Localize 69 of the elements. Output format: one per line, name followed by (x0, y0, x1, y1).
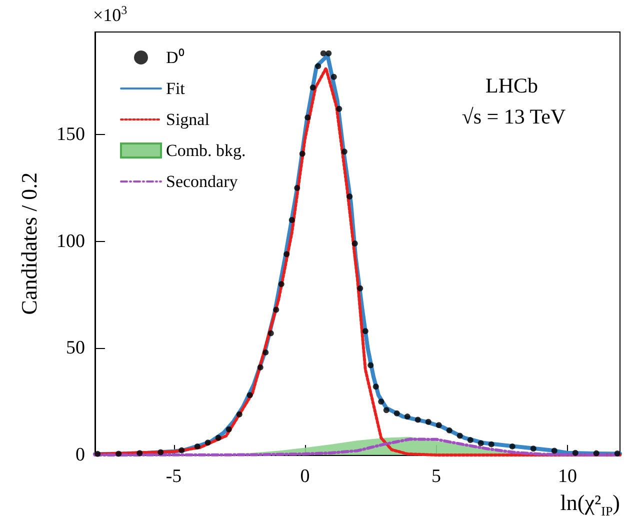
point (136, 450, 143, 456)
point (530, 446, 536, 452)
point (315, 63, 322, 70)
point (478, 440, 484, 446)
point (372, 384, 379, 390)
y-axis-title: Candidates / 0.2 (16, 172, 42, 315)
legend-label: D⁰ (166, 48, 184, 67)
legend-label: Signal (166, 110, 210, 129)
point (299, 150, 306, 157)
x-tick-label: 5 (432, 466, 441, 487)
point (414, 416, 421, 423)
point (394, 410, 400, 416)
point (326, 50, 332, 56)
point (509, 443, 516, 450)
point (304, 114, 311, 120)
point (425, 418, 432, 425)
point (284, 251, 290, 258)
point (116, 450, 122, 457)
point (278, 281, 284, 288)
point (226, 426, 232, 432)
point (288, 217, 295, 223)
point (257, 364, 264, 370)
point (246, 392, 253, 398)
point (593, 450, 600, 456)
point (204, 440, 211, 446)
point (614, 450, 620, 457)
point (368, 362, 374, 368)
point (488, 441, 494, 448)
point (215, 434, 222, 441)
point (268, 330, 274, 336)
x-axis-title: ln(χ²$_{IP}$) (560, 490, 620, 519)
point (310, 84, 316, 91)
point (383, 407, 390, 414)
point (194, 443, 200, 450)
point (262, 349, 269, 356)
point (352, 240, 358, 246)
point (467, 437, 474, 444)
point (330, 74, 337, 80)
point (341, 148, 348, 155)
point (456, 432, 463, 439)
point (294, 184, 300, 191)
x-tick-label: 10 (558, 466, 577, 487)
y-tick-label: 150 (56, 124, 85, 146)
point (158, 449, 164, 456)
legend-label: Secondary (166, 172, 238, 191)
y-tick-label: 100 (56, 230, 85, 252)
point (572, 450, 578, 456)
point (404, 414, 410, 420)
point (378, 398, 384, 405)
point (436, 422, 442, 428)
point (551, 448, 558, 454)
annotation: √s = 13 TeV (462, 104, 566, 128)
point (320, 50, 326, 56)
y-tick-label: 0 (76, 444, 85, 466)
point (94, 450, 101, 457)
annotation: LHCb (486, 74, 538, 98)
point (273, 306, 280, 313)
point (346, 194, 353, 200)
point (446, 427, 452, 434)
point (362, 328, 368, 334)
point (336, 106, 342, 112)
point (178, 447, 185, 454)
x-tick-label: 0 (300, 466, 310, 487)
point (236, 411, 242, 418)
x-tick-label: -5 (166, 466, 182, 487)
legend-label: Comb. bkg. (166, 141, 246, 160)
y-tick-label: 50 (66, 338, 85, 359)
point (357, 285, 364, 292)
legend-label: Fit (166, 79, 186, 98)
